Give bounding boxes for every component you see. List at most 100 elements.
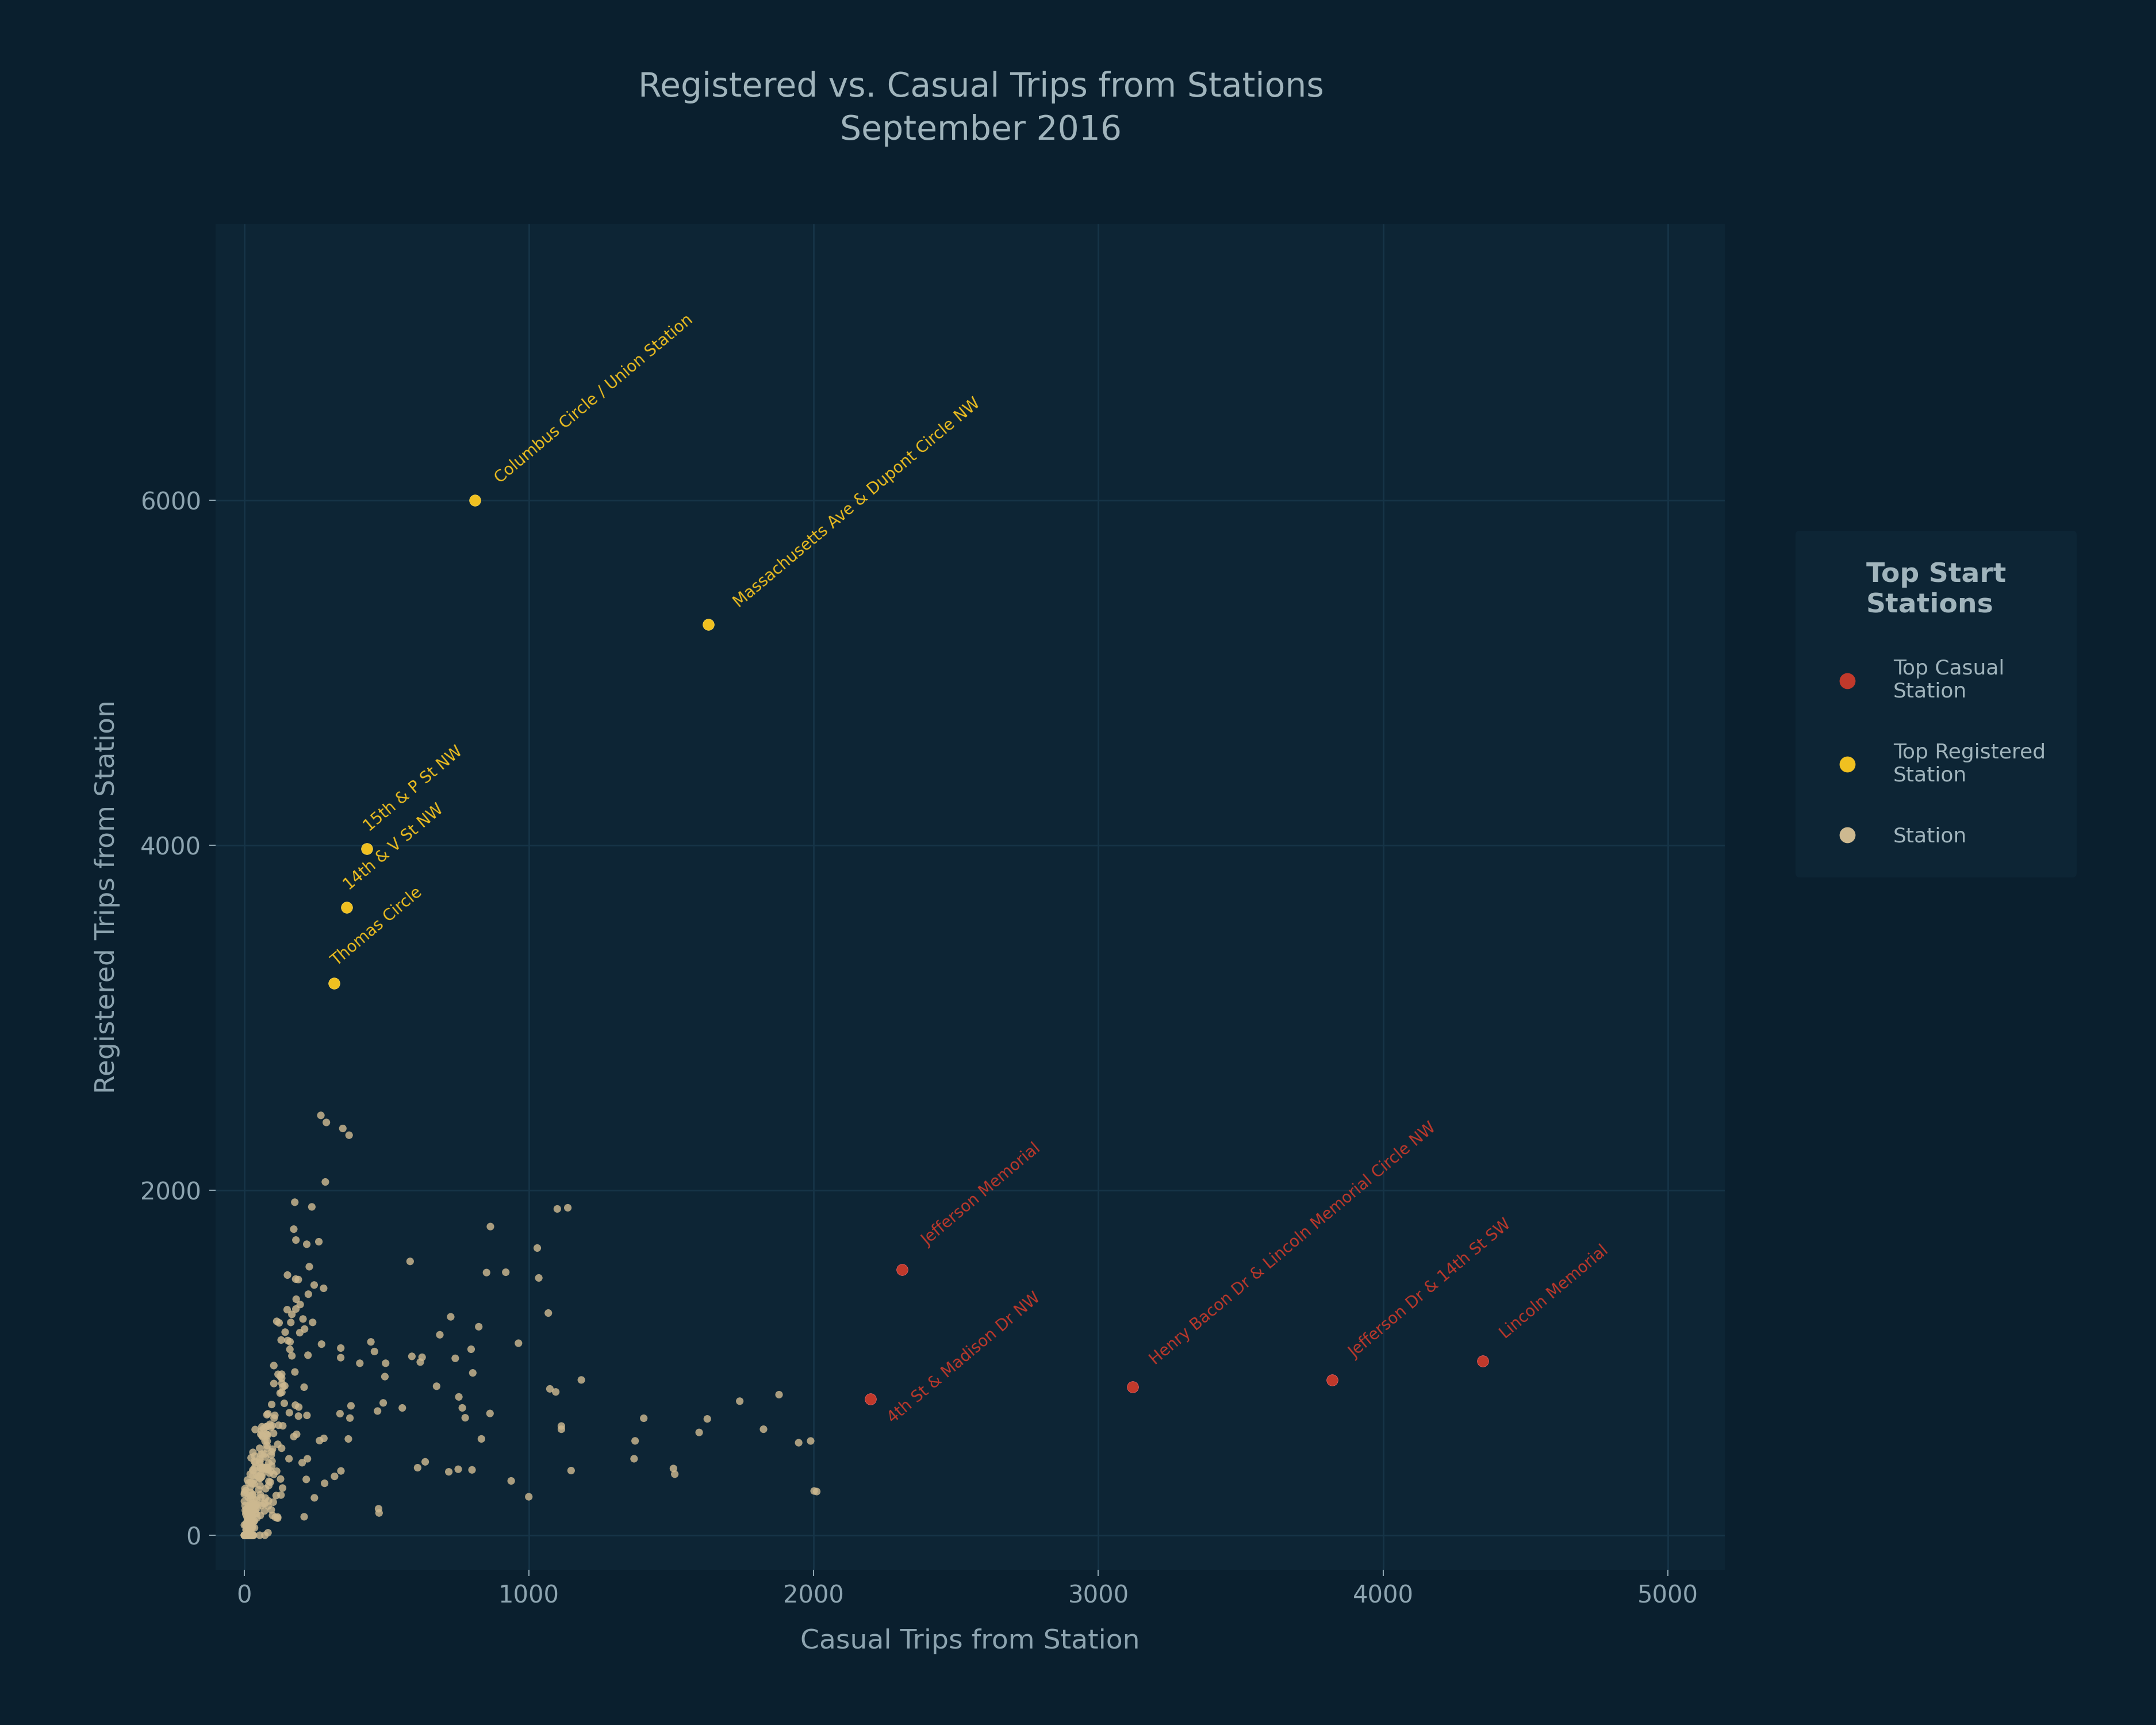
Point [252,1487,287,1515]
Point [250,1401,285,1428]
Point [272,1399,306,1427]
Point [332,1121,367,1149]
Point [241,1463,276,1490]
Text: Jefferson Memorial: Jefferson Memorial [918,1140,1044,1249]
Point [239,1494,274,1521]
Point [265,1364,300,1392]
Point [442,1383,476,1411]
Point [565,1366,599,1394]
Point [244,1446,278,1473]
Point [233,1468,267,1496]
Point [257,1461,291,1489]
Point [226,1521,261,1549]
Point [289,1230,323,1258]
Point [261,1504,295,1532]
Point [246,1421,280,1449]
Point [550,1194,584,1221]
Point [304,1102,338,1130]
Point [291,1446,326,1473]
Point [259,1458,293,1485]
Point [265,1435,300,1463]
Point [235,1502,270,1530]
Point [226,1521,261,1549]
Point [248,1444,282,1471]
Point [854,1385,888,1413]
Point [261,1309,295,1337]
Point [261,1361,295,1389]
Point [254,1390,289,1418]
Text: 14th & V St NW: 14th & V St NW [341,800,446,894]
Point [237,1466,272,1494]
Point [1115,1373,1149,1401]
Point [323,1344,358,1371]
Point [239,1461,274,1489]
Point [241,1435,276,1463]
Point [798,1477,832,1504]
Y-axis label: Registered Trips from Station: Registered Trips from Station [95,700,121,1094]
Point [306,1425,341,1452]
Point [261,1502,295,1530]
Point [405,1344,440,1371]
Point [267,1371,302,1399]
Point [287,1306,321,1333]
Point [431,1458,466,1485]
Point [246,1490,280,1518]
Point [360,1397,395,1425]
Point [233,1521,267,1549]
Point [252,1471,287,1499]
Point [231,1521,265,1549]
Point [229,1521,263,1549]
Point [250,1454,285,1482]
Point [237,1497,272,1525]
Point [235,1499,270,1527]
Point [229,1521,263,1549]
Point [793,1427,828,1454]
Point [259,1308,293,1335]
Point [237,1485,272,1513]
Point [237,1508,272,1535]
Point [235,1461,270,1489]
Point [800,1478,834,1506]
Point [250,1428,285,1456]
Point [246,1414,280,1442]
Text: Massachusetts Ave & Dupont Circle NW: Massachusetts Ave & Dupont Circle NW [731,395,983,611]
Point [244,1471,278,1499]
Point [241,1465,276,1492]
Point [235,1494,270,1521]
Point [233,1473,267,1501]
Point [358,1337,392,1364]
Point [233,1496,267,1523]
Point [690,611,724,638]
Point [229,1501,263,1528]
Point [235,1470,270,1497]
Point [278,1226,313,1254]
Point [282,1290,317,1318]
Point [267,1318,302,1346]
Point [250,1420,285,1447]
Point [257,1489,291,1516]
Point [239,1504,274,1532]
Point [229,1521,263,1549]
Point [237,1447,272,1475]
Point [248,1440,282,1468]
Point [533,1375,567,1402]
Point [280,1420,315,1447]
Point [472,1399,507,1427]
Point [233,1516,267,1544]
Point [244,1454,278,1482]
Point [248,1413,282,1440]
Point [263,1482,298,1509]
Point [233,1502,267,1530]
Point [250,1413,285,1440]
Point [233,1502,267,1530]
Point [237,1499,272,1527]
Point [233,1521,267,1549]
Point [235,1456,270,1483]
Point [455,1335,489,1363]
Point [658,1461,692,1489]
Point [250,1492,285,1520]
Point [407,1447,442,1475]
Point [229,1521,263,1549]
Point [522,1264,556,1292]
Point [231,1496,265,1523]
